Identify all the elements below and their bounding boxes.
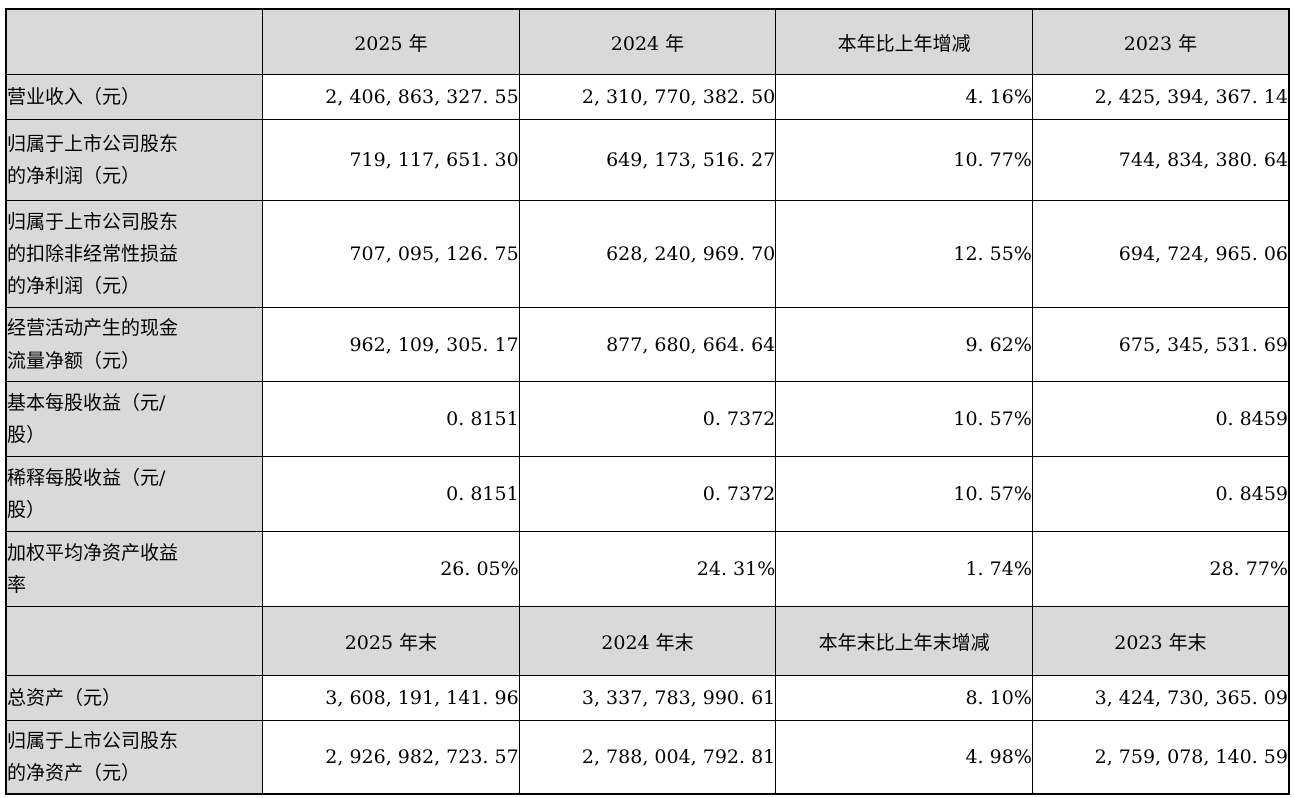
header-year-2023: 2023 年 [1031,8,1290,75]
cell-2023-value: 675, 345, 531. 69 [1031,307,1290,382]
header-empty-cell [5,8,264,75]
cell-2025-value: 707, 095, 126. 75 [262,200,520,308]
cell-2023-value: 2, 425, 394, 367. 14 [1031,74,1290,120]
cell-change-value: 4. 16% [775,74,1033,120]
row-label: 经营活动产生的现金 流量净额（元） [5,307,264,382]
cell-2023-value: 694, 724, 965. 06 [1031,200,1290,308]
table-row-operating-cash-flow: 经营活动产生的现金 流量净额（元） 962, 109, 305. 17 877,… [5,307,1290,382]
table-row-diluted-eps: 稀释每股收益（元/ 股） 0. 8151 0. 7372 10. 57% 0. … [5,456,1290,532]
row-label: 总资产（元） [5,675,264,721]
table-row-net-profit: 归属于上市公司股东 的净利润（元） 719, 117, 651. 30 649,… [5,119,1290,201]
header-yearend-change: 本年末比上年末增减 [775,606,1033,676]
cell-2025-value: 2, 406, 863, 327. 55 [262,74,520,120]
cell-2023-value: 0. 8459 [1031,456,1290,532]
financial-summary-table: 2025 年 2024 年 本年比上年增减 2023 年 营业收入（元） 2, … [5,8,1290,795]
cell-2023-value: 2, 759, 078, 140. 59 [1031,720,1290,795]
header-year-2025: 2025 年 [262,8,520,75]
cell-2023-value: 28. 77% [1031,531,1290,607]
cell-change-value: 10. 77% [775,119,1033,201]
header-yearend-2024: 2024 年末 [518,606,777,676]
cell-2023-value: 744, 834, 380. 64 [1031,119,1290,201]
row-label: 加权平均净资产收益 率 [5,531,264,607]
table-header-row-yearend: 2025 年末 2024 年末 本年末比上年末增减 2023 年末 [5,606,1290,676]
header-yearend-2025: 2025 年末 [262,606,520,676]
cell-change-value: 8. 10% [775,675,1033,721]
cell-2024-value: 0. 7372 [518,456,777,532]
row-label: 营业收入（元） [5,74,264,120]
cell-2025-value: 962, 109, 305. 17 [262,307,520,382]
cell-2024-value: 24. 31% [518,531,777,607]
cell-2025-value: 2, 926, 982, 723. 57 [262,720,520,795]
header-yoy-change: 本年比上年增减 [775,8,1033,75]
cell-2023-value: 0. 8459 [1031,381,1290,457]
header-yearend-2023: 2023 年末 [1031,606,1290,676]
header-empty-cell [5,606,264,676]
cell-change-value: 10. 57% [775,456,1033,532]
cell-2024-value: 0. 7372 [518,381,777,457]
table-row-weighted-avg-roe: 加权平均净资产收益 率 26. 05% 24. 31% 1. 74% 28. 7… [5,531,1290,607]
cell-change-value: 12. 55% [775,200,1033,308]
table-header-row-annual: 2025 年 2024 年 本年比上年增减 2023 年 [5,8,1290,75]
cell-change-value: 10. 57% [775,381,1033,457]
cell-2024-value: 649, 173, 516. 27 [518,119,777,201]
cell-change-value: 1. 74% [775,531,1033,607]
table-row-net-assets: 归属于上市公司股东 的净资产（元） 2, 926, 982, 723. 57 2… [5,720,1290,795]
row-label: 归属于上市公司股东 的净利润（元） [5,119,264,201]
header-year-2024: 2024 年 [518,8,777,75]
row-label: 归属于上市公司股东 的扣除非经常性损益 的净利润（元） [5,200,264,308]
row-label: 基本每股收益（元/ 股） [5,381,264,457]
cell-2024-value: 628, 240, 969. 70 [518,200,777,308]
cell-2025-value: 3, 608, 191, 141. 96 [262,675,520,721]
cell-2024-value: 3, 337, 783, 990. 61 [518,675,777,721]
cell-2025-value: 719, 117, 651. 30 [262,119,520,201]
table-row-net-profit-excl-nonrecurring: 归属于上市公司股东 的扣除非经常性损益 的净利润（元） 707, 095, 12… [5,200,1290,308]
table-row-operating-revenue: 营业收入（元） 2, 406, 863, 327. 55 2, 310, 770… [5,74,1290,120]
cell-change-value: 4. 98% [775,720,1033,795]
cell-2024-value: 2, 788, 004, 792. 81 [518,720,777,795]
row-label: 稀释每股收益（元/ 股） [5,456,264,532]
table-row-total-assets: 总资产（元） 3, 608, 191, 141. 96 3, 337, 783,… [5,675,1290,721]
cell-2025-value: 0. 8151 [262,456,520,532]
cell-2024-value: 2, 310, 770, 382. 50 [518,74,777,120]
cell-2024-value: 877, 680, 664. 64 [518,307,777,382]
cell-2025-value: 26. 05% [262,531,520,607]
row-label: 归属于上市公司股东 的净资产（元） [5,720,264,795]
cell-2023-value: 3, 424, 730, 365. 09 [1031,675,1290,721]
cell-change-value: 9. 62% [775,307,1033,382]
table-row-basic-eps: 基本每股收益（元/ 股） 0. 8151 0. 7372 10. 57% 0. … [5,381,1290,457]
cell-2025-value: 0. 8151 [262,381,520,457]
